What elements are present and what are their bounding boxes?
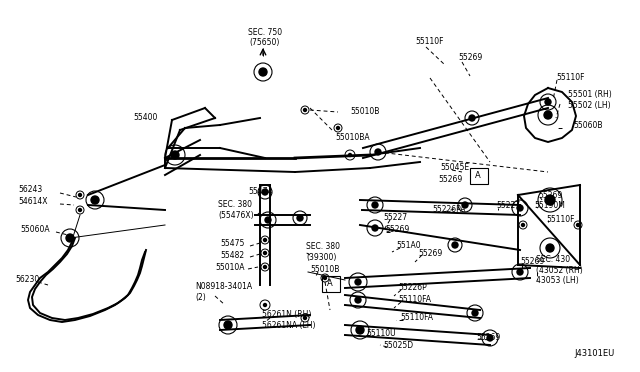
Circle shape xyxy=(372,225,378,231)
Circle shape xyxy=(264,304,266,307)
Text: 55474: 55474 xyxy=(248,187,273,196)
Text: 55482: 55482 xyxy=(220,250,244,260)
Circle shape xyxy=(372,202,378,208)
Text: SEC. 750
(75650): SEC. 750 (75650) xyxy=(248,28,282,47)
Circle shape xyxy=(79,208,81,212)
Circle shape xyxy=(469,115,475,121)
Circle shape xyxy=(546,244,554,252)
Text: 55269: 55269 xyxy=(458,54,483,62)
Text: 55475: 55475 xyxy=(220,240,244,248)
Circle shape xyxy=(224,321,232,329)
Circle shape xyxy=(452,242,458,248)
Circle shape xyxy=(577,224,579,227)
Text: 55269: 55269 xyxy=(538,190,563,199)
Text: 55110F: 55110F xyxy=(556,74,584,83)
Circle shape xyxy=(171,151,179,159)
Circle shape xyxy=(297,215,303,221)
Text: N08918-3401A
(2): N08918-3401A (2) xyxy=(195,282,252,302)
Circle shape xyxy=(355,279,361,285)
Text: 56261N (RH)
56261NA (LH): 56261N (RH) 56261NA (LH) xyxy=(262,310,316,330)
Text: SEC. 430
(43052 (RH)
43053 (LH): SEC. 430 (43052 (RH) 43053 (LH) xyxy=(536,255,583,285)
Circle shape xyxy=(355,297,361,303)
Text: 55045E: 55045E xyxy=(440,164,469,173)
Text: 55501 (RH)
55502 (LH): 55501 (RH) 55502 (LH) xyxy=(568,90,612,110)
Circle shape xyxy=(323,276,326,279)
Text: A: A xyxy=(475,170,481,180)
Text: 54614X: 54614X xyxy=(18,198,47,206)
Text: 55025D: 55025D xyxy=(383,340,413,350)
Circle shape xyxy=(517,205,523,211)
Circle shape xyxy=(337,126,339,129)
Text: 55227: 55227 xyxy=(383,214,407,222)
Text: 56230: 56230 xyxy=(15,276,39,285)
Text: 55269: 55269 xyxy=(418,248,442,257)
Text: 55269: 55269 xyxy=(476,333,500,341)
Circle shape xyxy=(259,68,267,76)
Text: 55269: 55269 xyxy=(385,224,409,234)
Text: 551A0: 551A0 xyxy=(396,241,420,250)
Circle shape xyxy=(487,335,493,341)
Text: 56243: 56243 xyxy=(18,186,42,195)
Text: 55400: 55400 xyxy=(134,113,158,122)
Circle shape xyxy=(91,196,99,204)
Text: 55110F: 55110F xyxy=(415,38,444,46)
Text: 55110U: 55110U xyxy=(366,328,396,337)
Text: 55190M: 55190M xyxy=(534,201,565,209)
Bar xyxy=(322,276,340,292)
Text: J43101EU: J43101EU xyxy=(575,349,615,358)
Circle shape xyxy=(264,238,266,241)
Text: 55010B: 55010B xyxy=(310,266,339,275)
Text: 55226PA: 55226PA xyxy=(432,205,465,215)
Text: 55110F: 55110F xyxy=(546,215,575,224)
Text: 55010BA: 55010BA xyxy=(335,134,370,142)
Text: 55060A: 55060A xyxy=(20,225,50,234)
Circle shape xyxy=(66,234,74,242)
Circle shape xyxy=(517,269,523,275)
Text: SEC. 380
(39300): SEC. 380 (39300) xyxy=(306,242,340,262)
Text: 55226P: 55226P xyxy=(398,283,427,292)
Circle shape xyxy=(349,154,351,157)
Text: 55010A: 55010A xyxy=(215,263,244,272)
Circle shape xyxy=(522,224,525,227)
Text: 55269: 55269 xyxy=(520,257,544,266)
Circle shape xyxy=(472,310,478,316)
Text: SEC. 380
(55476X): SEC. 380 (55476X) xyxy=(218,200,253,220)
Circle shape xyxy=(79,193,81,196)
Text: 55010B: 55010B xyxy=(350,108,380,116)
Circle shape xyxy=(545,195,555,205)
Circle shape xyxy=(544,111,552,119)
Text: 55110FA: 55110FA xyxy=(398,295,431,305)
Circle shape xyxy=(375,149,381,155)
Text: A: A xyxy=(327,279,333,289)
Circle shape xyxy=(303,109,307,112)
Text: 55060B: 55060B xyxy=(573,122,602,131)
Circle shape xyxy=(303,317,307,320)
Text: 55227: 55227 xyxy=(496,201,520,209)
Text: 55110FA: 55110FA xyxy=(400,314,433,323)
Circle shape xyxy=(462,202,468,208)
Circle shape xyxy=(262,189,268,195)
Circle shape xyxy=(264,251,266,254)
Circle shape xyxy=(265,217,271,223)
Text: 55269: 55269 xyxy=(438,176,462,185)
Circle shape xyxy=(264,266,266,269)
Circle shape xyxy=(545,99,551,105)
Bar xyxy=(470,168,488,184)
Circle shape xyxy=(356,326,364,334)
